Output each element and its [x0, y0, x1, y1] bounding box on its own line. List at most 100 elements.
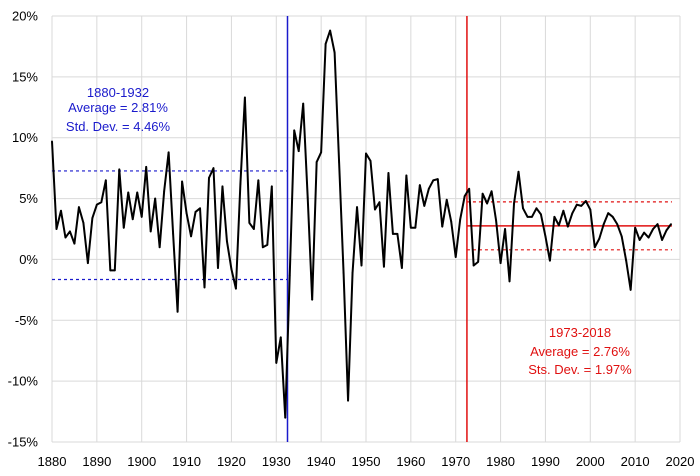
- data-point: [436, 178, 439, 181]
- data-point: [158, 246, 161, 249]
- data-point: [338, 161, 340, 163]
- x-tick-label: 1970: [441, 454, 470, 469]
- data-point: [252, 228, 255, 230]
- data-point: [257, 179, 260, 182]
- data-point: [665, 229, 668, 232]
- data-point: [620, 235, 623, 238]
- data-point: [266, 243, 269, 246]
- x-tick-label: 1900: [127, 454, 156, 469]
- data-point: [127, 191, 130, 194]
- data-point: [208, 176, 210, 179]
- data-point: [423, 204, 426, 207]
- data-point: [602, 223, 605, 226]
- data-point: [293, 129, 296, 132]
- data-point: [634, 226, 637, 229]
- data-point: [526, 215, 529, 218]
- data-point: [607, 212, 610, 215]
- data-point: [149, 230, 152, 233]
- data-point: [540, 213, 542, 216]
- data-point: [481, 192, 484, 195]
- y-tick-label: 10%: [12, 130, 38, 145]
- data-point: [643, 231, 646, 234]
- data-point: [427, 187, 430, 190]
- data-point: [82, 222, 85, 224]
- data-point: [73, 242, 76, 245]
- period-2-std-dev: Sts. Dev. = 1.97%: [528, 362, 632, 377]
- data-point: [356, 206, 358, 208]
- data-point: [580, 204, 583, 207]
- data-point: [145, 166, 148, 168]
- data-point: [472, 264, 475, 267]
- data-point: [432, 179, 435, 182]
- data-point: [387, 172, 390, 174]
- period-2-average: Average = 2.76%: [530, 344, 630, 359]
- data-point: [342, 271, 345, 274]
- data-point: [113, 269, 116, 272]
- data-point: [324, 43, 327, 45]
- data-point: [140, 215, 143, 218]
- data-point: [566, 225, 569, 228]
- data-point: [109, 269, 112, 272]
- data-point: [414, 226, 417, 229]
- data-point: [100, 201, 103, 204]
- data-point: [181, 180, 183, 183]
- data-point: [212, 167, 215, 170]
- y-tick-label: 5%: [19, 191, 38, 206]
- data-point: [647, 236, 650, 239]
- y-tick-label: -10%: [8, 374, 39, 389]
- std-dev-bands: [52, 16, 672, 442]
- data-point: [508, 280, 511, 283]
- data-point: [194, 211, 197, 213]
- y-tick-label: 20%: [12, 9, 38, 24]
- data-point: [163, 190, 166, 193]
- x-tick-label: 1940: [307, 454, 336, 469]
- data-point: [652, 228, 654, 230]
- data-point: [275, 361, 278, 364]
- data-point: [333, 51, 336, 54]
- data-point: [288, 274, 291, 277]
- data-point: [329, 29, 332, 32]
- data-point: [392, 232, 394, 235]
- grid: [51, 15, 681, 443]
- data-point: [625, 259, 628, 262]
- data-point: [549, 259, 551, 262]
- data-point: [378, 201, 381, 204]
- data-point: [136, 191, 139, 194]
- data-point: [302, 102, 305, 105]
- data-point: [490, 190, 493, 193]
- y-tick-label: -15%: [8, 435, 39, 450]
- data-point: [360, 264, 363, 267]
- period-1-average: Average = 2.81%: [68, 100, 168, 115]
- data-point: [167, 151, 170, 154]
- data-point: [176, 310, 179, 313]
- data-point: [347, 399, 349, 402]
- x-tick-label: 2000: [576, 454, 605, 469]
- data-point: [468, 187, 471, 190]
- data-point: [383, 265, 385, 268]
- data-point: [306, 196, 309, 199]
- data-point: [405, 174, 408, 177]
- x-tick-label: 1960: [396, 454, 425, 469]
- data-point: [454, 256, 457, 258]
- data-point: [243, 96, 246, 99]
- data-point: [55, 228, 58, 230]
- x-tick-label: 2010: [621, 454, 650, 469]
- x-tick-label: 1890: [82, 454, 111, 469]
- y-tick-label: 15%: [12, 69, 38, 84]
- data-point: [531, 215, 533, 218]
- series-lines: [51, 29, 672, 419]
- data-point: [239, 183, 242, 185]
- x-tick-label: 1990: [531, 454, 560, 469]
- data-point: [60, 209, 62, 212]
- data-point: [199, 207, 201, 210]
- data-point: [64, 236, 67, 239]
- data-point: [598, 237, 601, 240]
- period-1-std-dev: Std. Dev. = 4.46%: [66, 119, 171, 134]
- data-point: [185, 212, 188, 215]
- data-point: [670, 223, 672, 226]
- data-point: [320, 151, 323, 154]
- data-point: [513, 202, 515, 205]
- data-point: [91, 217, 94, 219]
- data-point: [351, 271, 354, 274]
